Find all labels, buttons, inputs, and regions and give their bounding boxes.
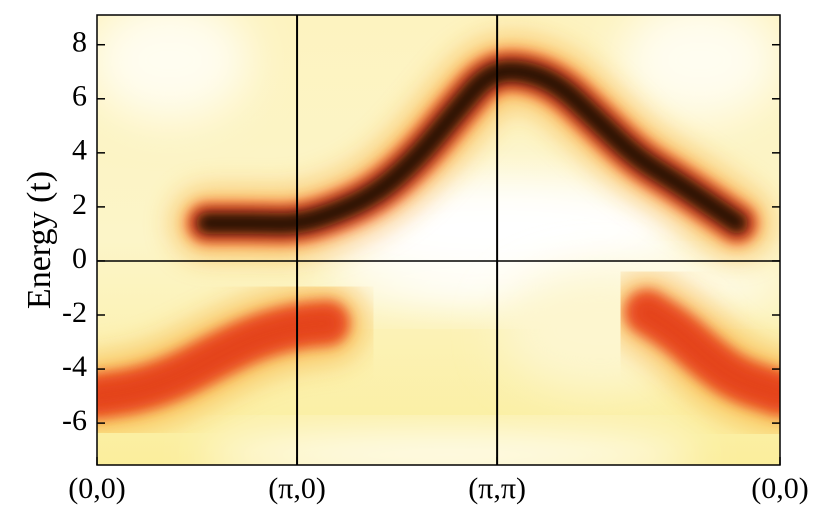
band-core [635,300,780,406]
spectral-bands [97,36,780,437]
reference-lines [97,15,780,465]
y-tick-label: 4 [72,134,87,167]
band-core [196,59,749,235]
band-core [97,311,340,409]
y-tick-label: 8 [72,26,87,59]
x-tick-label: (0,0) [751,472,808,505]
x-tick-label: (π,0) [268,472,326,505]
y-tick-label: 6 [72,80,87,113]
y-tick-label: -2 [62,296,87,329]
x-tick-label: (0,0) [68,472,125,505]
y-tick-label: -6 [62,404,87,437]
x-tick-label: (π,π) [468,472,526,505]
y-tick-label: -4 [62,350,87,383]
y-tick-label: 2 [72,188,87,221]
plot-frame [96,14,781,466]
y-axis-label: Energy (t) [21,171,58,309]
y-tick-label: 0 [72,242,87,275]
